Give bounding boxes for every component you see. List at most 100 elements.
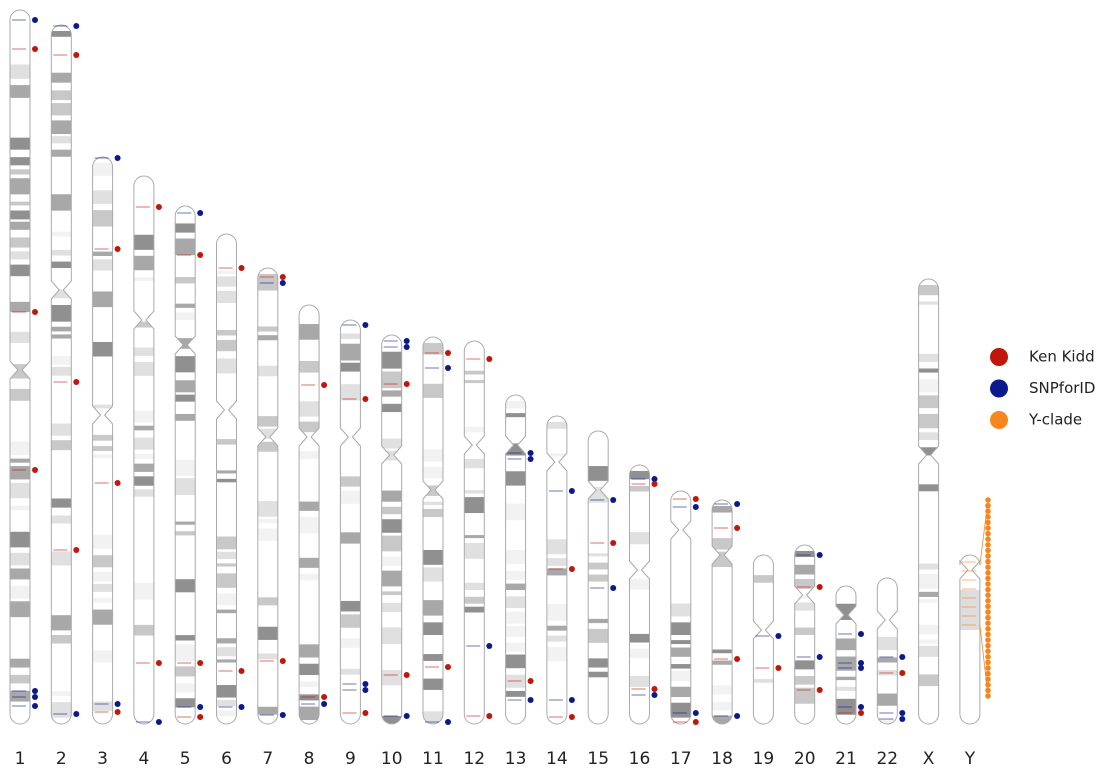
band bbox=[919, 354, 939, 362]
chromosome bbox=[588, 466, 608, 677]
band bbox=[10, 659, 30, 668]
band bbox=[175, 478, 195, 495]
band bbox=[506, 655, 526, 669]
band bbox=[588, 672, 608, 678]
y-marker bbox=[985, 576, 991, 582]
marker bbox=[652, 686, 658, 692]
marker bbox=[693, 710, 699, 716]
band bbox=[299, 681, 319, 687]
band bbox=[93, 610, 113, 625]
band bbox=[175, 683, 195, 692]
band bbox=[340, 601, 360, 612]
band bbox=[382, 536, 402, 552]
band bbox=[299, 574, 319, 581]
chromosome-label: 13 bbox=[505, 749, 527, 769]
chromosome-label: 15 bbox=[587, 749, 609, 769]
band bbox=[93, 252, 113, 256]
marker bbox=[73, 711, 79, 717]
band bbox=[506, 571, 526, 580]
band bbox=[217, 563, 237, 566]
band bbox=[10, 202, 30, 206]
band bbox=[919, 301, 939, 304]
band bbox=[423, 509, 443, 517]
band bbox=[712, 661, 732, 665]
band bbox=[464, 497, 484, 513]
band bbox=[630, 486, 650, 492]
band bbox=[877, 694, 897, 706]
band bbox=[93, 163, 113, 176]
band bbox=[93, 701, 113, 710]
band bbox=[175, 460, 195, 476]
band bbox=[919, 447, 939, 455]
marker bbox=[239, 265, 245, 271]
y-marker bbox=[985, 648, 991, 654]
band bbox=[423, 449, 443, 461]
marker bbox=[569, 714, 575, 720]
band bbox=[299, 664, 319, 675]
band bbox=[134, 464, 154, 472]
chromosome-label: 20 bbox=[794, 749, 816, 769]
band bbox=[175, 666, 195, 676]
marker bbox=[280, 712, 286, 718]
band bbox=[423, 384, 443, 398]
band bbox=[547, 558, 567, 566]
marker bbox=[858, 631, 864, 637]
marker bbox=[817, 552, 823, 558]
y-marker bbox=[985, 626, 991, 632]
band bbox=[175, 635, 195, 640]
band bbox=[299, 707, 319, 720]
band bbox=[919, 625, 939, 635]
band bbox=[134, 625, 154, 636]
marker bbox=[362, 396, 368, 402]
band bbox=[10, 265, 30, 277]
band bbox=[588, 553, 608, 556]
chromosome bbox=[134, 235, 154, 636]
y-marker bbox=[985, 525, 991, 531]
band bbox=[506, 550, 526, 564]
y-marker bbox=[985, 536, 991, 542]
band bbox=[795, 565, 815, 575]
band bbox=[382, 627, 402, 644]
marker bbox=[115, 709, 121, 715]
chromosome-label: 12 bbox=[463, 749, 485, 769]
band bbox=[671, 703, 691, 718]
marker bbox=[404, 344, 410, 350]
band bbox=[382, 591, 402, 595]
band bbox=[877, 657, 897, 662]
band bbox=[836, 638, 856, 650]
band bbox=[134, 583, 154, 600]
karyogram: 12345678910111213141516171819202122XYKen… bbox=[0, 0, 1116, 770]
band bbox=[217, 700, 237, 706]
band bbox=[919, 592, 939, 597]
marker bbox=[652, 692, 658, 698]
band bbox=[217, 340, 237, 351]
chromosome bbox=[10, 64, 30, 701]
band bbox=[340, 363, 360, 372]
band bbox=[258, 501, 278, 517]
chromosome bbox=[258, 274, 278, 715]
band bbox=[340, 333, 360, 339]
band bbox=[51, 31, 71, 37]
band bbox=[547, 647, 567, 661]
band bbox=[51, 423, 71, 435]
band bbox=[382, 390, 402, 396]
chromosome-label: 8 bbox=[304, 749, 315, 769]
legend-swatch bbox=[990, 348, 1008, 366]
band bbox=[382, 670, 402, 685]
band bbox=[836, 677, 856, 680]
band bbox=[671, 604, 691, 617]
band bbox=[217, 593, 237, 605]
marker bbox=[899, 710, 905, 716]
band bbox=[382, 352, 402, 369]
band bbox=[51, 367, 71, 376]
marker bbox=[404, 338, 410, 344]
band bbox=[671, 664, 691, 669]
band bbox=[93, 650, 113, 662]
band bbox=[712, 552, 732, 567]
chromosome-label: 14 bbox=[546, 749, 568, 769]
marker bbox=[528, 456, 534, 462]
marker bbox=[321, 382, 327, 388]
band bbox=[51, 120, 71, 134]
band bbox=[134, 235, 154, 250]
band bbox=[588, 563, 608, 570]
